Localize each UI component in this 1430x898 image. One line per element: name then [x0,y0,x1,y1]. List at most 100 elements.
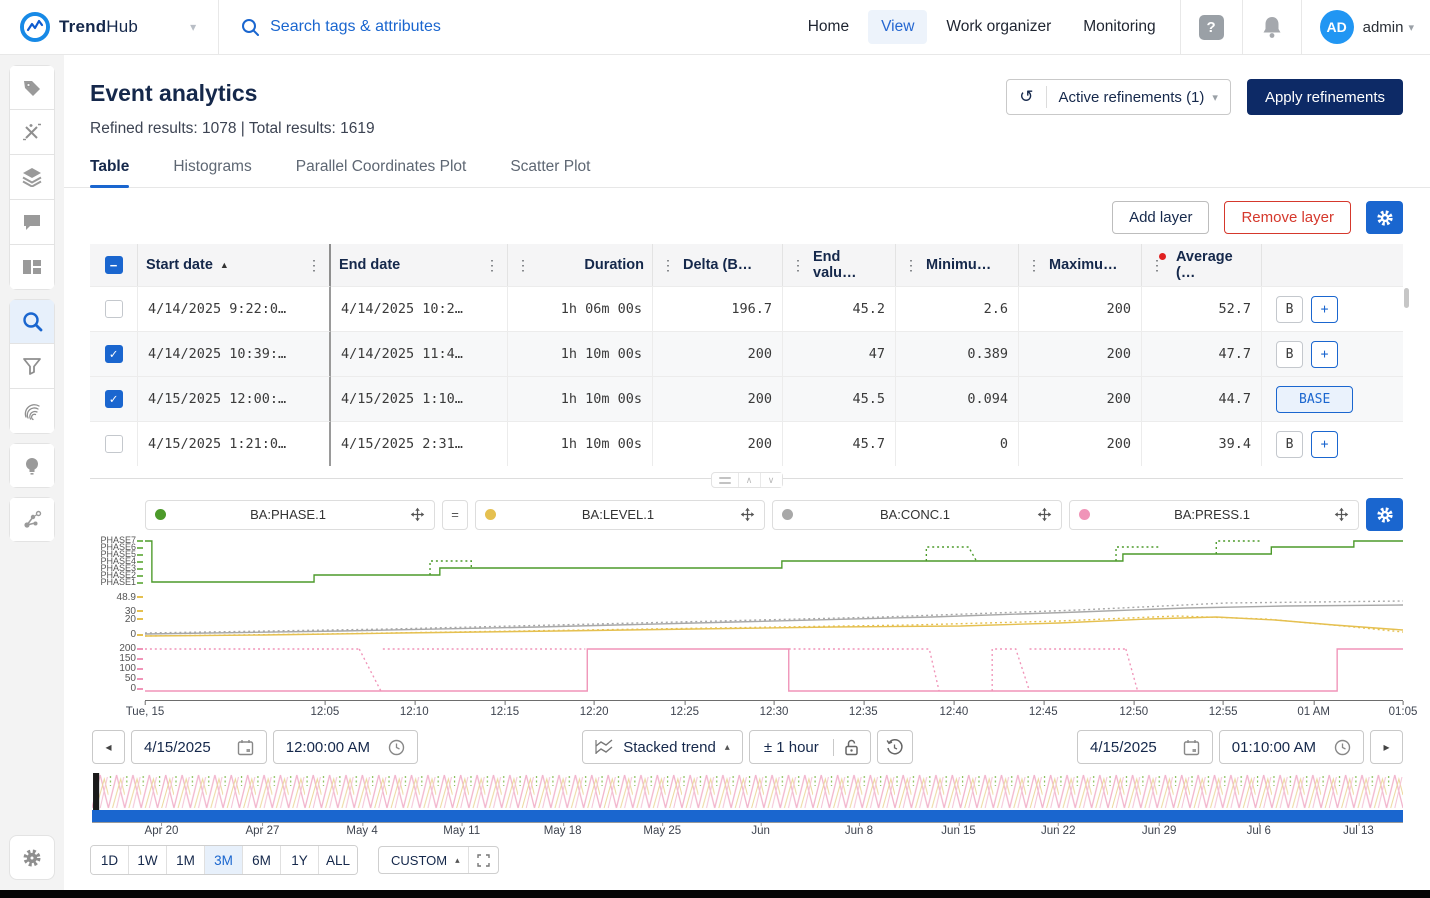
sidebar-item-filter[interactable] [9,344,55,389]
help-button[interactable]: ? [1189,14,1234,40]
global-search[interactable] [219,18,531,37]
baseline-button[interactable]: B [1276,430,1303,458]
add-to-trend-button[interactable]: + [1311,430,1338,458]
table-row[interactable]: ✓ 4/14/2025 10:39:… 4/14/2025 11:4… 1h 1… [90,331,1403,376]
legend-chip-level[interactable]: BA:LEVEL.1 [475,499,765,530]
table-row[interactable]: ✓ 4/15/2025 12:00:… 4/15/2025 1:10… 1h 1… [90,376,1403,421]
tab-table[interactable]: Table [90,158,130,188]
tab-parallel-coordinates[interactable]: Parallel Coordinates Plot [295,158,467,175]
range-6m[interactable]: 6M [243,846,281,874]
overview-waveform[interactable] [92,773,1403,822]
nav-monitoring[interactable]: Monitoring [1083,18,1156,35]
window-size-button[interactable]: ± 1 hour [750,738,834,756]
sidebar-item-calculations[interactable] [9,110,55,155]
select-all-checkbox[interactable]: − [104,256,123,274]
nav-home[interactable]: Home [807,18,850,35]
drag-handle[interactable] [712,476,738,484]
table-row[interactable]: 4/15/2025 1:21:0… 4/15/2025 2:31… 1h 10m… [90,421,1403,466]
move-icon[interactable] [410,507,425,522]
tab-histograms[interactable]: Histograms [173,158,252,175]
col-maximum[interactable]: ⋮ Maximu… [1019,244,1142,286]
range-1w[interactable]: 1W [129,846,167,874]
table-row[interactable]: 4/14/2025 9:22:0… 4/14/2025 10:2… 1h 06m… [90,286,1403,331]
lock-window-button[interactable] [834,739,870,756]
trend-mode-dropdown[interactable]: Stacked trend ▴ [582,730,743,764]
sidebar-item-search[interactable] [9,299,55,344]
level-plot[interactable] [145,593,1403,639]
legend-chip-phase[interactable]: BA:PHASE.1 [145,499,435,530]
axis-link-equals-button[interactable]: = [442,499,468,530]
column-menu-icon[interactable]: ⋮ [661,256,675,273]
range-1y[interactable]: 1Y [281,846,319,874]
col-duration[interactable]: ⋮ Duration [508,244,653,286]
history-button[interactable] [876,730,913,764]
col-average[interactable]: ⋮ Average (… [1142,244,1262,286]
remove-layer-button[interactable]: Remove layer [1224,201,1351,234]
user-menu[interactable]: AD admin ▾ [1310,10,1430,44]
sidebar-item-dashboard[interactable] [9,245,55,290]
nav-view[interactable]: View [868,10,928,44]
row-checkbox[interactable]: ✓ [104,390,123,408]
range-1m[interactable]: 1M [167,846,205,874]
baseline-button[interactable]: B [1276,340,1303,368]
notifications-button[interactable] [1251,15,1293,39]
add-layer-button[interactable]: Add layer [1112,201,1210,234]
tab-scatter-plot[interactable]: Scatter Plot [510,158,591,175]
collapse-up-button[interactable]: ∧ [737,473,760,487]
sidebar-item-fingerprint[interactable] [9,389,55,434]
range-all[interactable]: ALL [319,846,357,874]
end-time-picker[interactable]: 01:10:00 AM [1218,730,1364,764]
apply-refinements-button[interactable]: Apply refinements [1246,79,1403,115]
col-end-date[interactable]: End date ⋮ [331,244,508,286]
sidebar-settings-button[interactable] [9,835,55,880]
range-3m[interactable]: 3M [205,846,243,874]
add-to-trend-button[interactable]: + [1311,295,1338,323]
start-time-picker[interactable]: 12:00:00 AM [272,730,418,764]
brand[interactable]: TrendHub [0,12,138,42]
custom-range-control[interactable]: CUSTOM ▴ [378,846,499,874]
search-input[interactable] [270,18,531,36]
col-end-value[interactable]: ⋮ End valu… [783,244,896,286]
move-icon[interactable] [740,507,755,522]
col-start-date[interactable]: Start date ▲ ⋮ [138,244,331,286]
move-icon[interactable] [1037,507,1052,522]
add-to-trend-button[interactable]: + [1311,340,1338,368]
press-plot[interactable] [145,644,1403,696]
trend-settings-button[interactable] [1366,498,1403,531]
reset-refinements-icon[interactable]: ↺ [1019,87,1034,106]
column-menu-icon[interactable]: ⋮ [516,256,530,273]
column-menu-icon[interactable]: ⋮ [307,256,321,273]
legend-chip-conc[interactable]: BA:CONC.1 [772,499,1062,530]
sidebar-item-insights[interactable] [9,443,55,488]
expand-range-button[interactable] [467,847,498,873]
legend-chip-press[interactable]: BA:PRESS.1 [1069,499,1359,530]
step-back-button[interactable]: ◂ [92,730,125,764]
phase-plot[interactable] [145,536,1403,588]
start-date-picker[interactable]: 4/15/2025 [131,730,267,764]
range-1d[interactable]: 1D [91,846,129,874]
base-active-button[interactable]: BASE [1276,385,1354,413]
brand-caret-icon[interactable]: ▾ [190,20,197,34]
overview-timeline[interactable]: Apr 20 Apr 27 May 4 May 11 May 18 May 25… [92,773,1403,840]
sidebar-item-tags[interactable] [9,65,55,110]
move-icon[interactable] [1334,507,1349,522]
selected-range-bar[interactable] [92,810,1403,822]
table-settings-button[interactable] [1366,201,1403,234]
step-forward-button[interactable]: ▸ [1370,730,1403,764]
current-position-marker[interactable] [93,773,100,810]
table-scrollbar[interactable] [1404,288,1409,308]
panel-splitter[interactable]: ∧ ∨ [90,472,1403,488]
column-menu-icon[interactable]: ⋮ [1150,256,1164,273]
active-refinements-dropdown[interactable]: ↺ Active refinements (1) ▾ [1006,79,1231,115]
sidebar-item-connections[interactable] [9,497,55,542]
sidebar-item-layers[interactable] [9,155,55,200]
col-minimum[interactable]: ⋮ Minimu… [896,244,1019,286]
column-menu-icon[interactable]: ⋮ [904,256,918,273]
col-delta[interactable]: ⋮ Delta (B… [653,244,783,286]
column-menu-icon[interactable]: ⋮ [485,256,499,273]
row-checkbox[interactable] [104,435,123,453]
collapse-down-button[interactable]: ∨ [759,473,782,487]
column-menu-icon[interactable]: ⋮ [791,256,805,273]
row-checkbox[interactable] [104,300,123,318]
end-date-picker[interactable]: 4/15/2025 [1077,730,1213,764]
